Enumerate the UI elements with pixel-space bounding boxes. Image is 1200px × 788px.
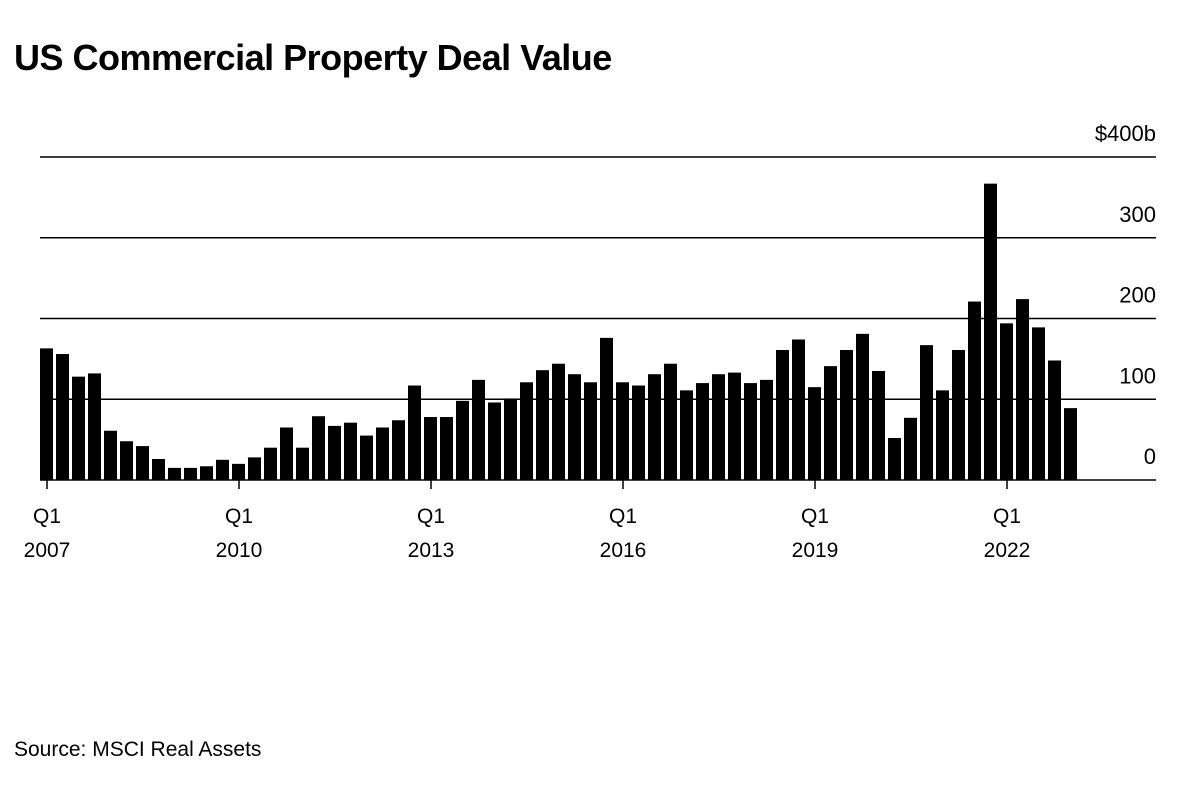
bar	[488, 402, 501, 480]
x-tick-quarter-label: Q1	[993, 505, 1021, 528]
y-tick-label: 200	[1119, 283, 1156, 308]
y-tick-label: 0	[1144, 444, 1156, 469]
bar	[168, 467, 181, 480]
bar	[408, 385, 421, 480]
bar	[232, 463, 245, 480]
x-tick-year-label: 2010	[216, 539, 263, 562]
bar	[152, 459, 165, 480]
bar	[776, 349, 789, 480]
bar	[1032, 327, 1045, 480]
bar	[664, 363, 677, 480]
bar	[536, 370, 549, 480]
bar	[376, 427, 389, 480]
x-tick-year-label: 2019	[792, 539, 839, 562]
x-tick-year-label: 2007	[24, 539, 71, 562]
bar	[888, 438, 901, 480]
y-axis-tick-labels: 0 100 200 300 $400b	[1095, 121, 1156, 469]
x-tick-quarter-label: Q1	[609, 505, 637, 528]
bar	[904, 417, 917, 480]
bar	[552, 363, 565, 480]
x-tick-year-label: 2016	[600, 539, 647, 562]
y-tick-label: 100	[1119, 363, 1156, 388]
bar	[648, 374, 661, 480]
bar	[72, 376, 85, 480]
source-note: Source: MSCI Real Assets	[14, 738, 262, 761]
bar	[600, 337, 613, 480]
bar	[1064, 408, 1077, 480]
bar	[504, 398, 517, 480]
bar	[216, 459, 229, 480]
bar	[1000, 323, 1013, 480]
bar	[360, 435, 373, 480]
x-tick-year-label: 2022	[984, 539, 1031, 562]
bar	[712, 374, 725, 480]
bar	[920, 345, 933, 480]
x-tick-quarter-label: Q1	[801, 505, 829, 528]
chart-title: US Commercial Property Deal Value	[14, 37, 612, 78]
y-tick-label: 300	[1119, 202, 1156, 227]
x-tick-year-label: 2013	[408, 539, 455, 562]
bar	[632, 385, 645, 480]
bar	[280, 427, 293, 480]
bar	[520, 382, 533, 480]
bar	[104, 430, 117, 480]
x-tick-quarter-label: Q1	[417, 505, 445, 528]
bar	[248, 457, 261, 480]
bar	[200, 466, 213, 480]
bar	[392, 420, 405, 480]
bar	[952, 349, 965, 480]
bar	[584, 382, 597, 480]
bar	[792, 339, 805, 480]
bar	[1016, 299, 1029, 480]
bar	[760, 379, 773, 480]
bar	[856, 333, 869, 480]
bar	[40, 348, 53, 480]
bar	[744, 383, 757, 480]
bar	[424, 417, 437, 480]
bar	[296, 447, 309, 480]
bar	[312, 416, 325, 480]
bar	[344, 422, 357, 480]
bar	[568, 374, 581, 480]
bar	[824, 366, 837, 480]
bar	[936, 390, 949, 480]
bar	[840, 349, 853, 480]
x-tick-quarter-label: Q1	[33, 505, 61, 528]
bar	[680, 390, 693, 480]
bar	[616, 382, 629, 480]
y-tick-label: $400b	[1095, 121, 1156, 146]
bar	[88, 373, 101, 480]
bars	[40, 183, 1077, 480]
bar	[968, 301, 981, 480]
bar	[472, 379, 485, 480]
bar	[120, 441, 133, 480]
bar	[264, 447, 277, 480]
bar	[456, 400, 469, 480]
bar	[984, 183, 997, 480]
bar	[728, 372, 741, 480]
bar	[328, 425, 341, 480]
bar	[696, 383, 709, 480]
x-axis-tick-labels: Q1 2007 Q1 2010 Q1 2013 Q1 2016 Q1 2019 Q1 2022	[24, 480, 1031, 562]
bar	[1048, 360, 1061, 480]
bar	[184, 467, 197, 480]
bar	[136, 446, 149, 480]
bar	[56, 354, 69, 480]
bar	[808, 387, 821, 480]
x-tick-quarter-label: Q1	[225, 505, 253, 528]
bar	[872, 370, 885, 480]
bar	[440, 417, 453, 480]
